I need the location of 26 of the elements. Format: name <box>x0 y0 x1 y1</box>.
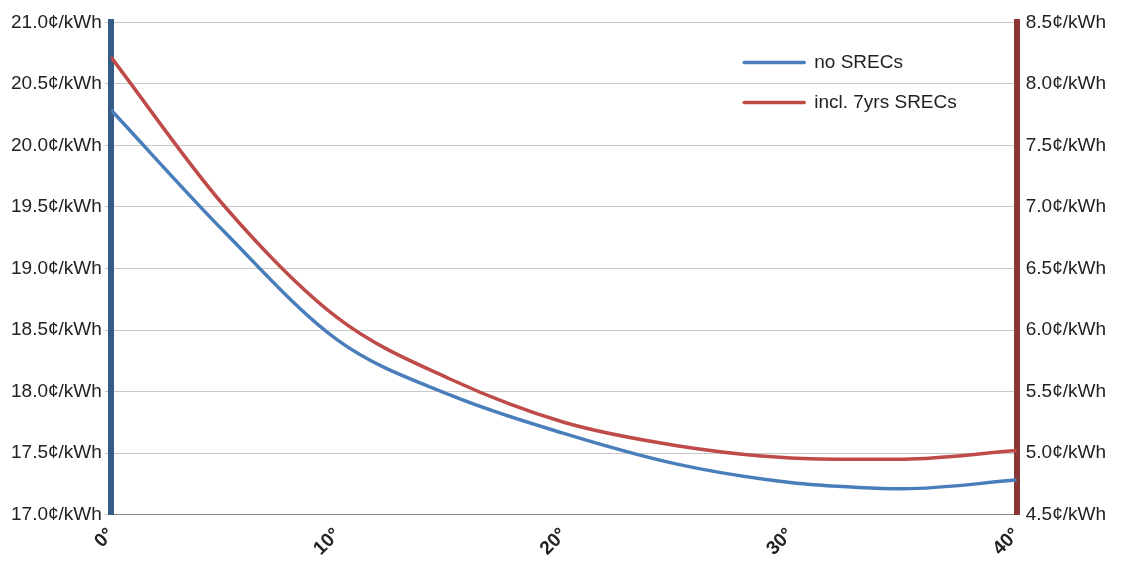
legend-label: no SRECs <box>814 50 903 72</box>
y-tick-label: 18.0¢/kWh <box>11 379 102 401</box>
x-tick-label: 10° <box>308 523 344 559</box>
y-tick-label: 17.0¢/kWh <box>11 502 102 524</box>
y2-tick-label: 5.5¢/kWh <box>1025 379 1107 401</box>
y-tick-label: 21.0¢/kWh <box>11 10 102 32</box>
y2-tick-label: 6.0¢/kWh <box>1025 318 1107 340</box>
x-tick-label: 0° <box>89 523 118 551</box>
y2-tick-label: 8.5¢/kWh <box>1025 10 1107 32</box>
y2-tick-label: 7.5¢/kWh <box>1025 133 1107 155</box>
y2-tick-label: 8.0¢/kWh <box>1025 72 1107 94</box>
y-tick-label: 20.5¢/kWh <box>11 72 102 94</box>
y-tick-label: 17.5¢/kWh <box>11 441 102 463</box>
y2-tick-label: 4.5¢/kWh <box>1025 502 1107 524</box>
line-series <box>110 55 1017 461</box>
x-tick-label: 20° <box>535 523 571 559</box>
y-tick-label: 18.5¢/kWh <box>11 318 102 340</box>
y2-tick-label: 7.0¢/kWh <box>1025 195 1107 217</box>
legend-label: incl. 7yrs SRECs <box>814 90 957 112</box>
x-tick-label: 40° <box>988 523 1024 559</box>
y2-tick-label: 6.5¢/kWh <box>1025 256 1107 278</box>
y2-tick-label: 5.0¢/kWh <box>1025 441 1107 463</box>
x-tick-label: 30° <box>761 523 797 559</box>
y-tick-label: 20.0¢/kWh <box>11 133 102 155</box>
y-tick-label: 19.5¢/kWh <box>11 195 102 217</box>
y-tick-label: 19.0¢/kWh <box>11 256 102 278</box>
